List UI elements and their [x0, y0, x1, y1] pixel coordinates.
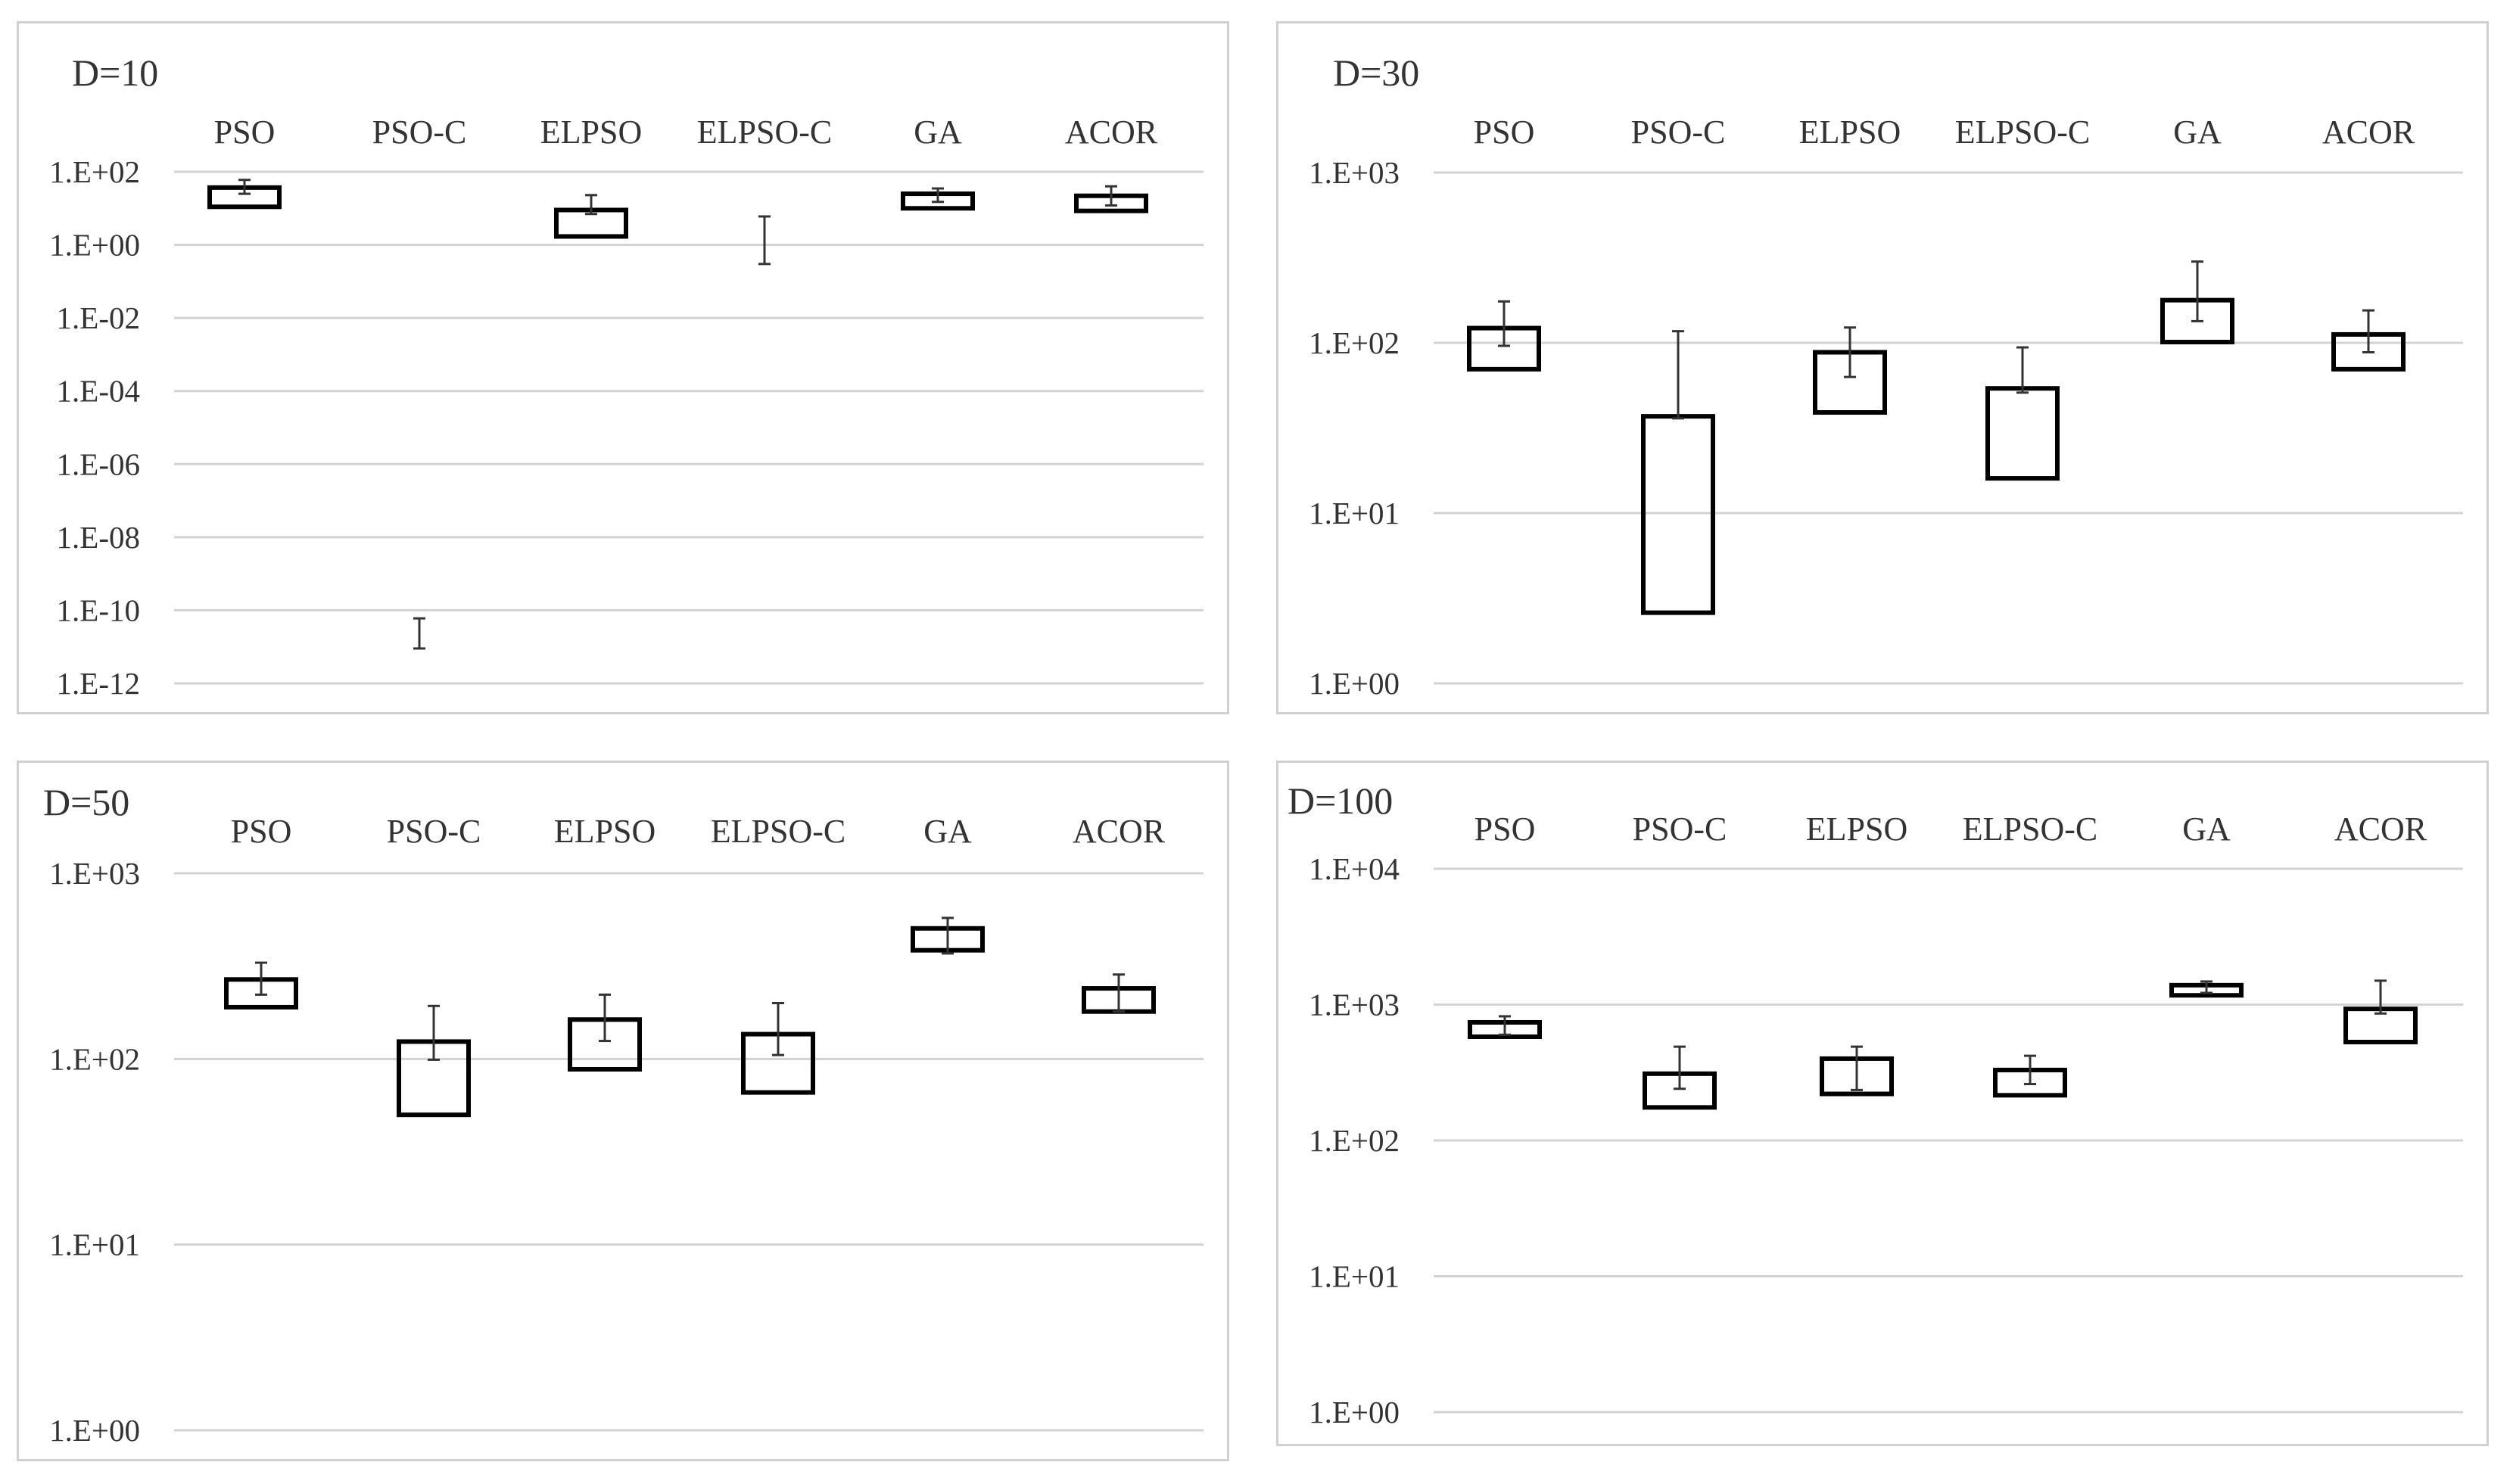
y-tick-label: 1.E+03: [49, 856, 140, 891]
y-tick-label: 1.E+01: [1309, 496, 1400, 530]
chart-d50: D=50 1.E+03 1.E+02 1.E+01 1.E+00 PSO PSO-C ELPS…: [43, 781, 1204, 1448]
y-tick-label: 1.E-12: [57, 666, 140, 701]
category-label: PSO: [1474, 114, 1535, 151]
chart-panel-d50: D=50 1.E+03 1.E+02 1.E+01 1.E+00 PSO PSO-C ELPS…: [17, 761, 1229, 1461]
chart-d100: D=100 1.E+04 1.E+03 1.E+02 1.E+01 1.E+00 PSO PS…: [1288, 779, 2463, 1430]
category-label: PSO: [1474, 810, 1536, 848]
y-tick-label: 1.E-08: [57, 520, 140, 555]
category-label: PSO: [231, 813, 292, 850]
category-label: ACOR: [2322, 114, 2415, 151]
y-tick-label: 1.E+04: [1309, 851, 1400, 886]
y-tick-label: 1.E+02: [1309, 1123, 1400, 1158]
y-tick-label: 1.E-10: [57, 593, 140, 627]
y-tick-label: 1.E+03: [1309, 988, 1400, 1022]
y-tick-label: 1.E+00: [1309, 1395, 1400, 1430]
chart-title: D=100: [1288, 779, 1393, 822]
category-label: ELPSO-C: [697, 114, 832, 151]
category-label: ACOR: [1073, 813, 1166, 850]
chart-title: D=10: [72, 51, 158, 94]
y-tick-label: 1.E-02: [57, 300, 140, 335]
chart-panel-d10: D=10 1.E+02 1.E+00 1.E-02 1.E-04 1.E-06 1.E-08…: [17, 21, 1229, 714]
chart-d30: D=30 1.E+03 1.E+02 1.E+01 1.E+00 PSO PSO-C ELPS…: [1309, 51, 2463, 701]
chart-d10: D=10 1.E+02 1.E+00 1.E-02 1.E-04 1.E-06 1.E-08…: [49, 51, 1204, 701]
y-tick-label: 1.E+00: [49, 1413, 140, 1448]
category-label: ELPSO-C: [711, 813, 845, 850]
category-label: GA: [923, 813, 972, 850]
chart-panel-d30: D=30 1.E+03 1.E+02 1.E+01 1.E+00 PSO PSO-C ELPS…: [1276, 21, 2489, 714]
category-label: GA: [2182, 810, 2231, 848]
box-mark: [1641, 414, 1715, 615]
category-label: GA: [2173, 114, 2222, 151]
y-tick-label: 1.E+00: [1309, 666, 1400, 701]
chart-title: D=30: [1333, 51, 1419, 94]
y-tick-label: 1.E+02: [49, 1041, 140, 1076]
category-label: ELPSO: [1799, 114, 1901, 151]
category-label: ELPSO: [554, 813, 655, 850]
chart-title: D=50: [43, 781, 129, 823]
category-label: GA: [914, 114, 962, 151]
category-label: PSO-C: [372, 114, 467, 151]
y-tick-label: 1.E+02: [1309, 325, 1400, 360]
category-label: ELPSO-C: [1963, 810, 2097, 848]
y-tick-label: 1.E+02: [49, 154, 140, 189]
box-mark: [1985, 386, 2060, 481]
category-label: PSO-C: [387, 813, 481, 850]
y-tick-label: 1.E-04: [57, 374, 140, 409]
category-label: ACOR: [1065, 114, 1158, 151]
category-label: ELPSO: [1806, 810, 1907, 848]
y-tick-label: 1.E+00: [49, 228, 140, 263]
y-tick-label: 1.E+01: [49, 1227, 140, 1262]
category-label: ACOR: [2334, 810, 2427, 848]
category-label: ELPSO: [540, 114, 642, 151]
category-label: PSO-C: [1631, 114, 1726, 151]
chart-panel-d100: D=100 1.E+04 1.E+03 1.E+02 1.E+01 1.E+00 PSO PS…: [1276, 761, 2489, 1446]
y-tick-label: 1.E+03: [1309, 155, 1400, 190]
category-label: ELPSO-C: [1955, 114, 2090, 151]
category-label: PSO-C: [1633, 810, 1727, 848]
category-label: PSO: [214, 114, 276, 151]
y-tick-label: 1.E+01: [1309, 1259, 1400, 1294]
y-tick-label: 1.E-06: [57, 446, 140, 481]
